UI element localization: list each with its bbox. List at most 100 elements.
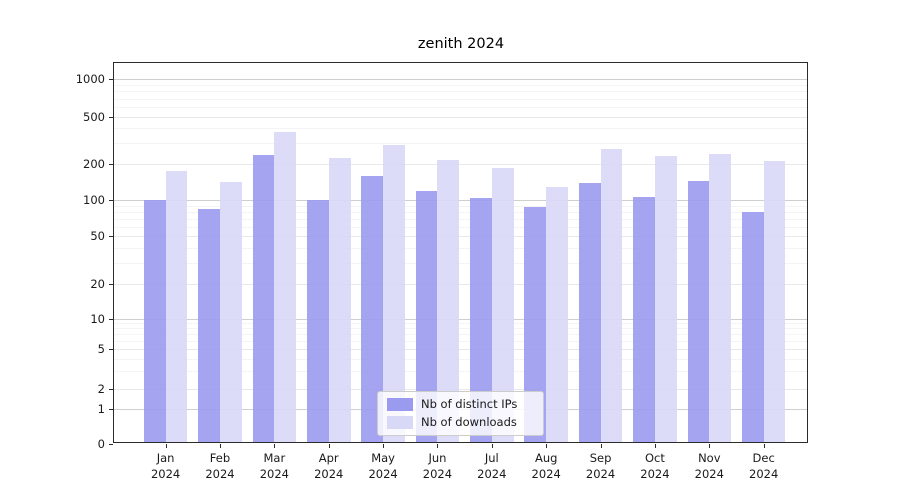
bar-downloads bbox=[383, 145, 405, 444]
y-tick-mark bbox=[109, 200, 113, 202]
bar-downloads bbox=[437, 160, 460, 444]
minor-gridline bbox=[114, 98, 807, 100]
y-tick-mark bbox=[109, 116, 113, 118]
minor-gridline bbox=[114, 334, 807, 336]
y-tick-mark bbox=[109, 284, 113, 285]
bar-distinct-ips bbox=[198, 208, 220, 444]
bar-downloads bbox=[546, 186, 568, 444]
minor-gridline bbox=[114, 341, 807, 343]
y-tick-mark bbox=[109, 79, 113, 80]
y-tick-mark bbox=[109, 388, 113, 390]
x-tick-mark bbox=[491, 444, 493, 448]
legend-label: Nb of downloads bbox=[421, 415, 517, 429]
bar-distinct-ips bbox=[252, 154, 275, 444]
minor-gridline bbox=[114, 358, 807, 360]
gridline bbox=[114, 284, 807, 285]
legend-item: Nb of distinct IPs bbox=[387, 397, 534, 411]
y-tick-mark bbox=[109, 409, 113, 410]
y-tick-label: 2 bbox=[97, 381, 105, 396]
minor-gridline bbox=[114, 211, 807, 213]
y-tick-label: 100 bbox=[83, 193, 105, 208]
bar-downloads bbox=[600, 149, 623, 444]
major-gridline bbox=[114, 318, 807, 320]
x-tick-mark bbox=[328, 444, 330, 448]
y-tick-label: 1000 bbox=[75, 72, 105, 86]
bar-downloads bbox=[654, 155, 677, 444]
x-tick-label: May 2024 bbox=[368, 451, 398, 481]
minor-gridline bbox=[114, 371, 807, 373]
legend-label: Nb of distinct IPs bbox=[421, 397, 518, 411]
minor-gridline bbox=[114, 143, 807, 145]
x-tick-label: Sep 2024 bbox=[585, 451, 616, 481]
gridline bbox=[114, 164, 807, 166]
y-tick-mark bbox=[109, 443, 113, 445]
y-tick-mark bbox=[109, 236, 113, 237]
x-tick-mark bbox=[274, 444, 276, 448]
legend: Nb of distinct IPs Nb of downloads bbox=[377, 391, 544, 436]
bar-distinct-ips bbox=[143, 200, 166, 444]
x-tick-mark bbox=[763, 444, 765, 448]
x-tick-mark bbox=[219, 444, 221, 448]
y-tick-label: 5 bbox=[97, 342, 105, 356]
minor-gridline bbox=[114, 247, 807, 249]
bar-downloads bbox=[274, 132, 297, 444]
bar-distinct-ips bbox=[741, 211, 764, 444]
legend-swatch bbox=[387, 397, 413, 411]
x-tick-label: Aug 2024 bbox=[531, 451, 561, 481]
x-tick-label: Apr 2024 bbox=[314, 451, 344, 481]
x-tick-mark bbox=[600, 444, 602, 448]
minor-gridline bbox=[114, 323, 807, 325]
major-gridline bbox=[114, 79, 807, 80]
minor-gridline bbox=[114, 262, 807, 264]
bar-downloads bbox=[709, 153, 732, 444]
x-tick-label: Jul 2024 bbox=[477, 451, 507, 481]
minor-gridline bbox=[114, 84, 807, 86]
x-tick-label: Oct 2024 bbox=[640, 451, 670, 481]
y-tick-label: 0 bbox=[97, 436, 105, 451]
chart-title: zenith 2024 bbox=[417, 36, 505, 52]
bar-downloads bbox=[763, 161, 786, 444]
bar-downloads bbox=[328, 157, 351, 444]
bar-distinct-ips bbox=[578, 182, 601, 444]
minor-gridline bbox=[114, 91, 807, 93]
minor-gridline bbox=[114, 106, 807, 108]
minor-gridline bbox=[114, 218, 807, 220]
gridline bbox=[114, 236, 807, 237]
minor-gridline bbox=[114, 128, 807, 130]
minor-gridline bbox=[114, 205, 807, 207]
x-tick-label: Dec 2024 bbox=[749, 451, 779, 481]
legend-swatch bbox=[387, 415, 413, 429]
bar-distinct-ips bbox=[524, 207, 547, 444]
gridline bbox=[114, 116, 807, 118]
x-tick-label: Feb 2024 bbox=[205, 451, 235, 481]
bar-downloads bbox=[491, 168, 514, 444]
bar-distinct-ips bbox=[361, 175, 384, 444]
x-tick-label: Jun 2024 bbox=[422, 451, 453, 481]
bar-distinct-ips bbox=[633, 196, 655, 444]
bar-distinct-ips bbox=[415, 190, 438, 444]
plot-area bbox=[113, 62, 808, 443]
bar-distinct-ips bbox=[687, 181, 710, 444]
y-tick-label: 500 bbox=[83, 109, 105, 124]
x-tick-mark bbox=[383, 444, 385, 448]
x-tick-mark bbox=[709, 444, 711, 448]
y-tick-label: 20 bbox=[90, 277, 105, 291]
x-tick-mark bbox=[165, 444, 167, 448]
bar-downloads bbox=[165, 170, 188, 444]
y-tick-mark bbox=[109, 349, 113, 350]
x-tick-label: Jan 2024 bbox=[150, 451, 181, 481]
x-tick-mark bbox=[654, 444, 656, 448]
minor-gridline bbox=[114, 226, 807, 228]
y-tick-label: 50 bbox=[90, 229, 105, 243]
gridline bbox=[114, 388, 807, 390]
y-tick-label: 10 bbox=[90, 311, 105, 326]
y-tick-label: 1 bbox=[97, 402, 105, 416]
y-tick-mark bbox=[109, 318, 113, 320]
y-tick-label: 200 bbox=[83, 157, 105, 172]
bar-distinct-ips bbox=[470, 197, 492, 444]
bar-downloads bbox=[219, 182, 242, 444]
y-tick-mark bbox=[109, 164, 113, 166]
x-tick-mark bbox=[546, 444, 548, 448]
minor-gridline bbox=[114, 328, 807, 330]
